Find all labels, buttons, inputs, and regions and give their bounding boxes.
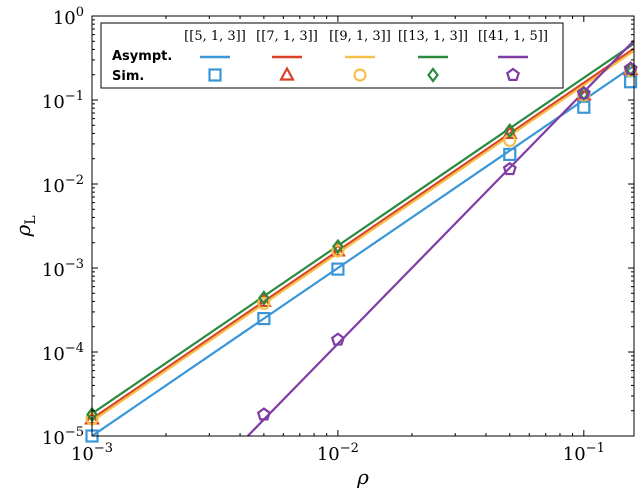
legend-marker-sample (427, 67, 439, 83)
x-tick-label: 10−3 (71, 441, 113, 465)
legend: Asympt. Sim. [[5, 1, 3]] [[7, 1, 3]] [[9, 1,… (100, 22, 564, 89)
y-tick-label: 100 (53, 5, 84, 29)
series-4-sim-marker (332, 238, 344, 255)
series-5-sim-marker (502, 161, 517, 176)
series-3-asymptotic-line (92, 50, 634, 423)
series-4 (92, 42, 634, 415)
series-5-asymptotic-line (246, 39, 634, 436)
series-3-sim-marker (257, 296, 271, 310)
legend-content: Asympt. Sim. [[5, 1, 3]] [[7, 1, 3]] [[9, 1,… (112, 29, 548, 84)
legend-series-name: [[9, 1, 3]] (329, 29, 391, 44)
legend-marker-sample (506, 67, 520, 81)
legend-series-name: [[5, 1, 3]] (184, 29, 246, 44)
series-4-sim-marker (503, 122, 516, 139)
series-4-sim-marker (258, 290, 270, 306)
legend-marker-sample (279, 66, 295, 81)
legend-series-name: [[41, 1, 5]] (478, 29, 548, 44)
legend-marker-sample (208, 68, 222, 82)
series-3 (92, 50, 634, 423)
series-5-sim-marker (576, 85, 591, 100)
y-tick-label: 10−4 (42, 341, 84, 365)
series-4-sim-marker (577, 85, 590, 102)
legend-row-label: Asympt. (112, 49, 172, 64)
series-layer (92, 39, 634, 436)
legend-series-name: [[13, 1, 3]] (398, 29, 468, 44)
series-5-sim-marker (330, 332, 345, 346)
x-tick-label: 10−1 (563, 441, 605, 465)
y-tick-label: 10−2 (42, 173, 84, 197)
series-5-sim-marker (256, 407, 271, 421)
tick-layer: 10−3 10−2 10−1 10−5 10−4 10−3 10−2 10−1 100 (42, 5, 634, 465)
series-5 (246, 39, 634, 436)
x-axis-title: ρ (356, 465, 369, 489)
x-tick-label: 10−2 (317, 441, 359, 465)
series-1-sim-marker (577, 100, 591, 114)
marker-layer (84, 60, 638, 443)
y-tick-label: 10−5 (42, 425, 84, 449)
y-tick-label: 10−1 (42, 89, 84, 113)
legend-row-label: Sim. (112, 69, 144, 84)
series-1-sim-marker (257, 311, 271, 326)
legend-marker-sample (353, 68, 367, 82)
series-2-asymptotic-line (92, 47, 634, 420)
series-2 (92, 47, 634, 420)
series-1 (92, 64, 634, 436)
legend-series-name: [[7, 1, 3]] (256, 29, 318, 44)
legend-box (100, 22, 564, 89)
series-4-asymptotic-line (92, 42, 634, 415)
series-3-sim-marker (503, 133, 517, 148)
series-3-sim-marker (331, 244, 345, 258)
y-axis-title: ρL (11, 215, 39, 237)
plot-frame (91, 15, 635, 437)
series-1-sim-marker (331, 262, 345, 276)
series-1-sim-marker (503, 147, 517, 162)
y-tick-label: 10−3 (42, 257, 84, 281)
series-5-sim-marker (623, 61, 638, 75)
series-1-asymptotic-line (92, 64, 634, 436)
